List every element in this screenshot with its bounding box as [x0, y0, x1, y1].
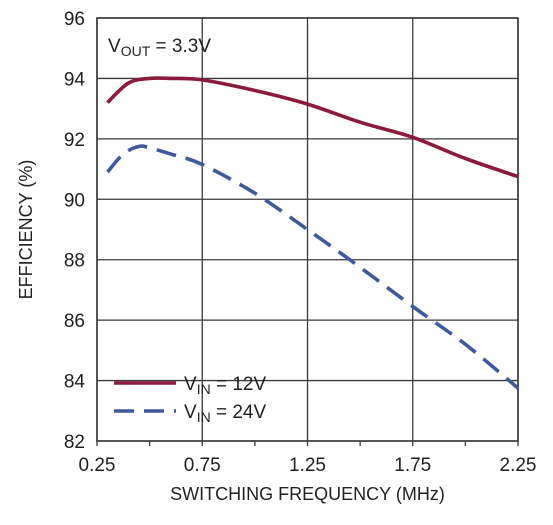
series-line-vin-12v: [106, 76, 519, 179]
vout-annotation-main: V: [108, 36, 121, 57]
legend-label-vin-12v: VIN = 12V: [184, 374, 266, 397]
x-tick-label: 0.75: [184, 455, 221, 476]
vout-annotation: VOUT = 3.3V: [108, 36, 211, 59]
x-axis-title: SWITCHING FREQUENCY (MHz): [170, 484, 445, 504]
series-line-vin-24v: [106, 144, 520, 390]
x-tick-label: 0.25: [79, 455, 116, 476]
legend: VIN = 12V VIN = 24V: [114, 374, 266, 425]
legend-label-vin-24v: VIN = 24V: [184, 402, 266, 425]
legend-label-vin-24v-sub: IN: [197, 409, 211, 425]
y-tick-label: 86: [64, 311, 85, 332]
legend-label-vin-24v-main: V: [184, 402, 197, 423]
y-tick-label: 90: [64, 190, 85, 211]
series-layer: [106, 76, 520, 390]
x-tick-label: 2.25: [500, 455, 537, 476]
y-tick-label: 88: [64, 251, 85, 272]
y-tick-label: 82: [64, 432, 85, 453]
x-tick-label: 1.75: [394, 455, 431, 476]
legend-label-vin-12v-main: V: [184, 374, 197, 395]
y-tick-label: 92: [64, 130, 85, 151]
y-tick-label: 96: [64, 9, 85, 30]
legend-label-vin-24v-rest: = 24V: [211, 402, 267, 423]
y-axis-title: EFFICIENCY (%): [16, 160, 36, 300]
tick-labels: 0.25 0.75 1.25 1.75 2.25 82 84 86 88 90 92 94 96: [64, 9, 537, 476]
legend-label-vin-12v-rest: = 12V: [211, 374, 267, 395]
vout-annotation-rest: = 3.3V: [150, 36, 211, 57]
x-tick-label: 1.25: [289, 455, 326, 476]
legend-label-vin-12v-sub: IN: [197, 381, 211, 397]
vout-annotation-sub: OUT: [121, 43, 151, 59]
y-tick-label: 94: [64, 69, 86, 90]
y-tick-label: 84: [64, 372, 86, 393]
